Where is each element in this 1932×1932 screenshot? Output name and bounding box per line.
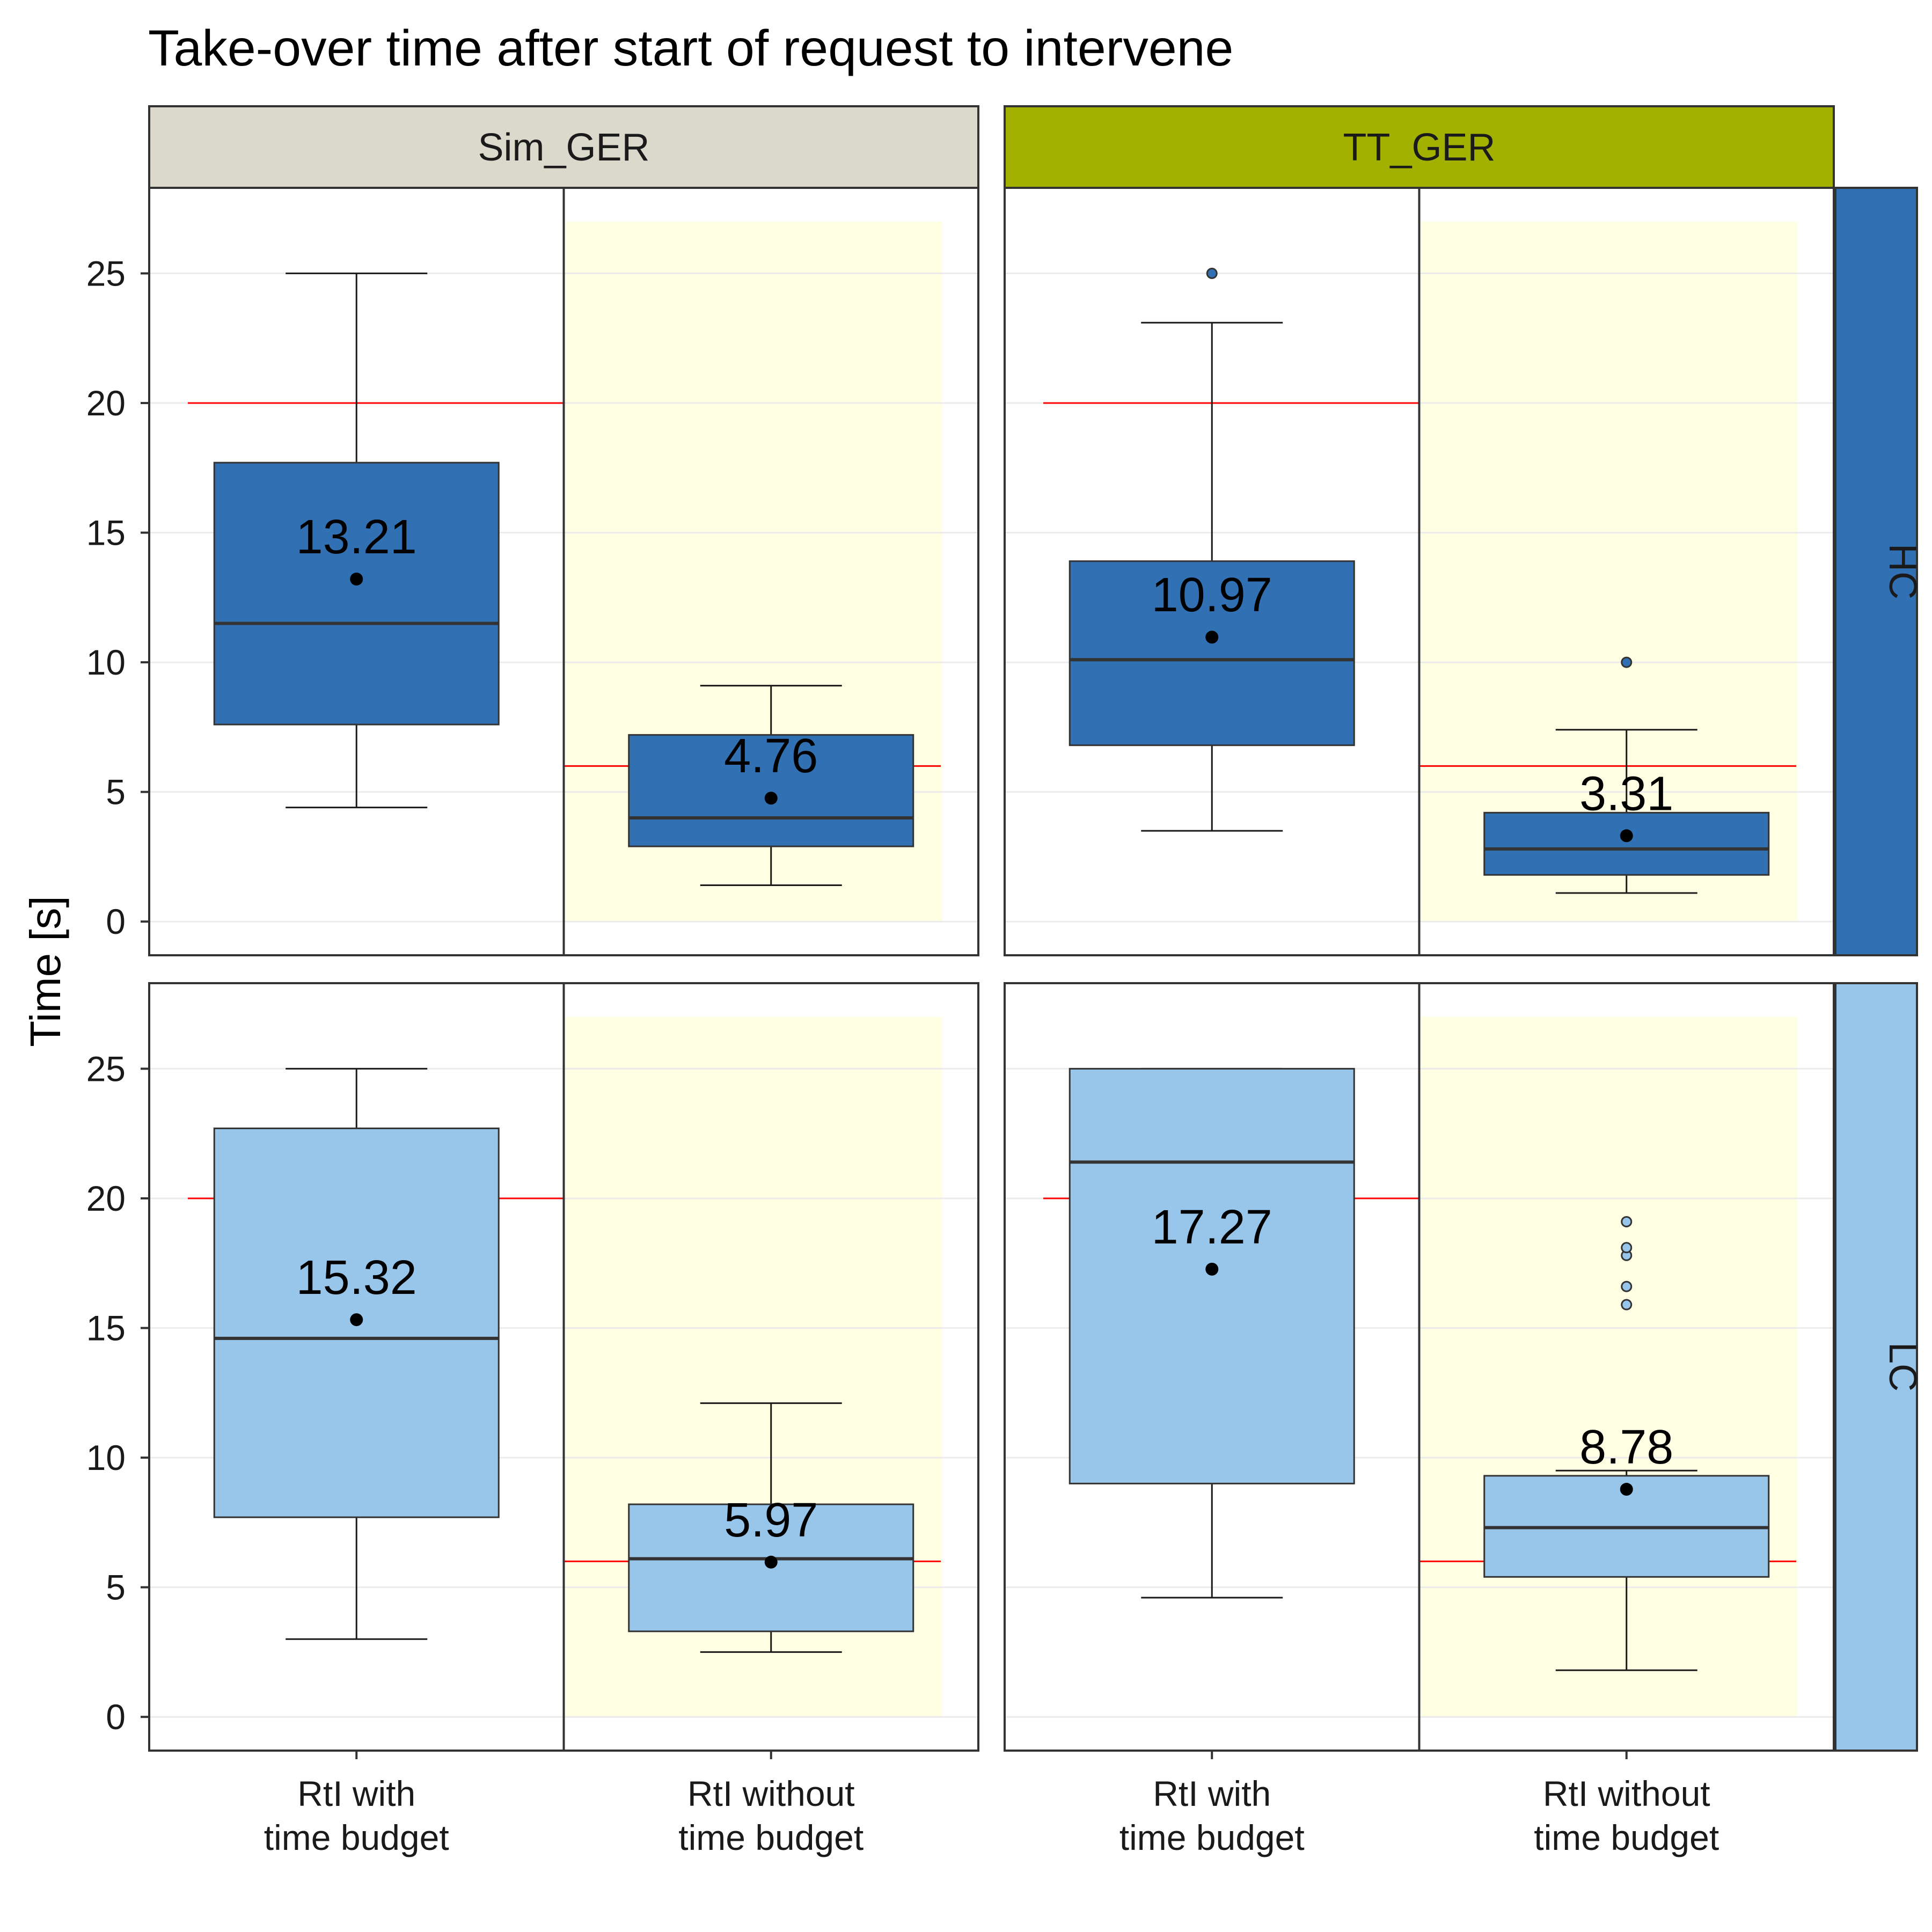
y-tick-label: 0 [106, 1697, 126, 1737]
mean-label: 13.21 [296, 510, 417, 564]
y-tick-label: 25 [86, 253, 126, 293]
box-iqr [1069, 560, 1355, 747]
mean-label: 5.97 [724, 1494, 818, 1547]
chart-title: Take-over time after start of request to… [148, 20, 1233, 77]
facet-strip-label: LC [1881, 1342, 1924, 1392]
mean-point [1205, 1262, 1219, 1276]
outlier-point [1621, 1280, 1633, 1292]
y-tick-label: 10 [86, 1438, 126, 1477]
facet-panel-sim-ger-hc: 13.21 4.76 [148, 187, 979, 956]
facet-panel-tt-ger-lc: 17.27 8.78 [1004, 982, 1835, 1752]
mean-label: 3.31 [1579, 767, 1673, 821]
y-tick-label: 0 [106, 902, 126, 941]
mean-point [1620, 829, 1633, 843]
facet-strip-tt-ger [1004, 105, 1835, 189]
box-iqr [628, 734, 914, 847]
mean-point [1205, 631, 1219, 644]
mean-label: 15.32 [296, 1251, 417, 1305]
panel-border [148, 982, 979, 1752]
outlier-point [1621, 656, 1633, 668]
y-tick-label: 15 [86, 513, 126, 553]
mean-label: 8.78 [1579, 1421, 1673, 1474]
y-tick-label: 10 [86, 642, 126, 682]
y-axis-title: Time [s] [21, 896, 69, 1046]
highlight-region [1421, 221, 1798, 922]
y-tick-label: 5 [106, 772, 126, 812]
facet-panel-tt-ger-hc: 10.97 3.31 [1004, 187, 1835, 956]
mean-label: 4.76 [724, 729, 818, 783]
panel-border [1004, 982, 1835, 1752]
mean-point [764, 792, 778, 805]
y-tick-label: 5 [106, 1568, 126, 1607]
y-tick-label: 20 [86, 1179, 126, 1218]
outlier-point [1621, 1216, 1633, 1227]
highlight-region [1421, 1016, 1798, 1717]
mean-point [764, 1555, 778, 1569]
facet-panels: Sim_GER TT_GER HC LC 0 5 10 15 20 25 0 5 10 15 20 25 RtI… [86, 105, 1924, 1857]
panel-border [1004, 187, 1835, 956]
panel-border [148, 187, 979, 956]
outlier-point [1621, 1299, 1633, 1311]
facet-strip-hc [1834, 187, 1918, 956]
facet-strip-label: Sim_GER [478, 126, 649, 169]
facet-strip-sim-ger [148, 105, 979, 189]
mean-label: 17.27 [1152, 1201, 1272, 1254]
mean-point [1620, 1483, 1633, 1496]
facet-strip-lc [1834, 982, 1918, 1752]
y-tick-label: 15 [86, 1308, 126, 1348]
x-tick-label: RtI with time budget [1119, 1774, 1305, 1857]
x-tick-label: RtI with time budget [264, 1774, 449, 1857]
x-tick-label: RtI without time budget [1534, 1774, 1719, 1857]
outlier-point [1621, 1242, 1633, 1254]
facet-strip-label: HC [1881, 544, 1924, 599]
box-iqr [213, 462, 500, 726]
y-tick-label: 25 [86, 1049, 126, 1088]
facet-panel-sim-ger-lc: 15.32 5.97 [148, 982, 979, 1752]
x-tick-label: RtI without time budget [678, 1774, 863, 1857]
outlier-point [1206, 267, 1218, 279]
box-iqr [1069, 1067, 1355, 1484]
mean-point [350, 1313, 363, 1327]
box-iqr [1483, 811, 1770, 876]
facet-strip-label: TT_GER [1343, 126, 1495, 169]
mean-point [350, 573, 363, 586]
y-tick-label: 20 [86, 383, 126, 423]
mean-label: 10.97 [1152, 568, 1272, 622]
